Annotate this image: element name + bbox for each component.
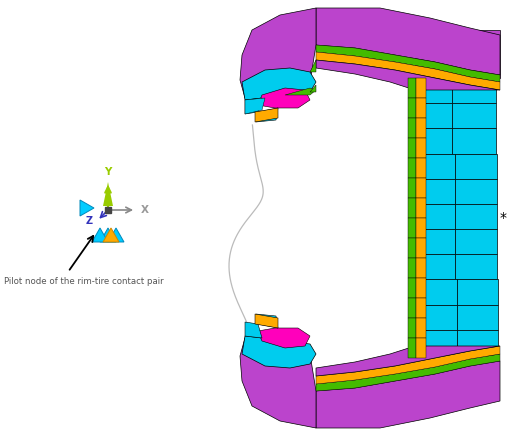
Text: *: *	[500, 211, 507, 225]
Polygon shape	[310, 60, 316, 72]
Polygon shape	[416, 198, 426, 218]
Text: Z: Z	[86, 216, 93, 226]
Polygon shape	[245, 98, 265, 114]
Polygon shape	[415, 179, 455, 204]
Polygon shape	[416, 218, 426, 238]
Polygon shape	[242, 68, 316, 100]
Polygon shape	[316, 52, 500, 90]
Text: Y: Y	[104, 167, 112, 177]
Polygon shape	[408, 118, 416, 138]
Polygon shape	[408, 78, 416, 98]
Polygon shape	[408, 318, 416, 338]
Polygon shape	[452, 78, 496, 103]
Polygon shape	[416, 138, 426, 158]
Polygon shape	[245, 322, 262, 338]
Polygon shape	[242, 336, 316, 368]
Polygon shape	[455, 153, 497, 179]
Polygon shape	[108, 228, 124, 242]
Polygon shape	[416, 178, 426, 198]
Polygon shape	[416, 238, 426, 258]
Polygon shape	[408, 238, 416, 258]
Polygon shape	[408, 218, 416, 238]
Polygon shape	[316, 346, 500, 384]
Polygon shape	[415, 229, 455, 254]
Polygon shape	[416, 158, 426, 178]
Polygon shape	[256, 314, 278, 328]
Polygon shape	[416, 278, 426, 298]
Polygon shape	[415, 204, 455, 229]
Polygon shape	[417, 330, 457, 355]
Polygon shape	[408, 158, 416, 178]
Polygon shape	[455, 204, 497, 229]
Polygon shape	[245, 98, 262, 114]
Polygon shape	[316, 354, 500, 391]
Polygon shape	[416, 78, 426, 98]
Polygon shape	[416, 318, 426, 338]
Text: Pilot node of the rim-tire contact pair: Pilot node of the rim-tire contact pair	[4, 277, 164, 286]
Polygon shape	[103, 228, 119, 242]
Polygon shape	[452, 128, 496, 153]
Polygon shape	[408, 178, 416, 198]
Polygon shape	[310, 85, 316, 92]
Polygon shape	[100, 228, 116, 242]
Polygon shape	[258, 88, 310, 108]
Polygon shape	[408, 138, 416, 158]
Polygon shape	[457, 330, 498, 355]
Polygon shape	[103, 182, 113, 206]
Polygon shape	[412, 78, 452, 103]
Polygon shape	[416, 298, 426, 318]
Polygon shape	[408, 98, 416, 118]
Polygon shape	[255, 314, 278, 328]
Polygon shape	[316, 45, 500, 82]
Polygon shape	[316, 361, 500, 428]
Polygon shape	[240, 8, 316, 98]
Polygon shape	[457, 279, 498, 305]
Polygon shape	[408, 258, 416, 278]
Polygon shape	[408, 278, 416, 298]
Polygon shape	[455, 254, 497, 279]
Polygon shape	[408, 298, 416, 318]
Polygon shape	[416, 118, 426, 138]
Polygon shape	[457, 305, 498, 330]
Polygon shape	[415, 30, 500, 78]
Polygon shape	[316, 346, 500, 376]
Polygon shape	[256, 108, 278, 122]
Polygon shape	[255, 108, 278, 122]
Polygon shape	[92, 228, 108, 242]
Polygon shape	[412, 128, 452, 153]
Polygon shape	[316, 60, 500, 90]
Polygon shape	[455, 229, 497, 254]
Polygon shape	[452, 103, 496, 128]
Polygon shape	[408, 338, 416, 358]
Text: X: X	[141, 205, 149, 215]
Polygon shape	[416, 98, 426, 118]
Polygon shape	[80, 200, 94, 216]
Polygon shape	[416, 338, 426, 358]
Polygon shape	[285, 88, 316, 95]
Polygon shape	[416, 258, 426, 278]
Polygon shape	[417, 305, 457, 330]
Polygon shape	[408, 198, 416, 218]
Polygon shape	[412, 103, 452, 128]
Polygon shape	[258, 328, 310, 348]
Polygon shape	[415, 254, 455, 279]
Polygon shape	[240, 338, 316, 428]
Polygon shape	[415, 153, 455, 179]
Polygon shape	[455, 179, 497, 204]
Polygon shape	[316, 8, 500, 75]
Polygon shape	[417, 279, 457, 305]
